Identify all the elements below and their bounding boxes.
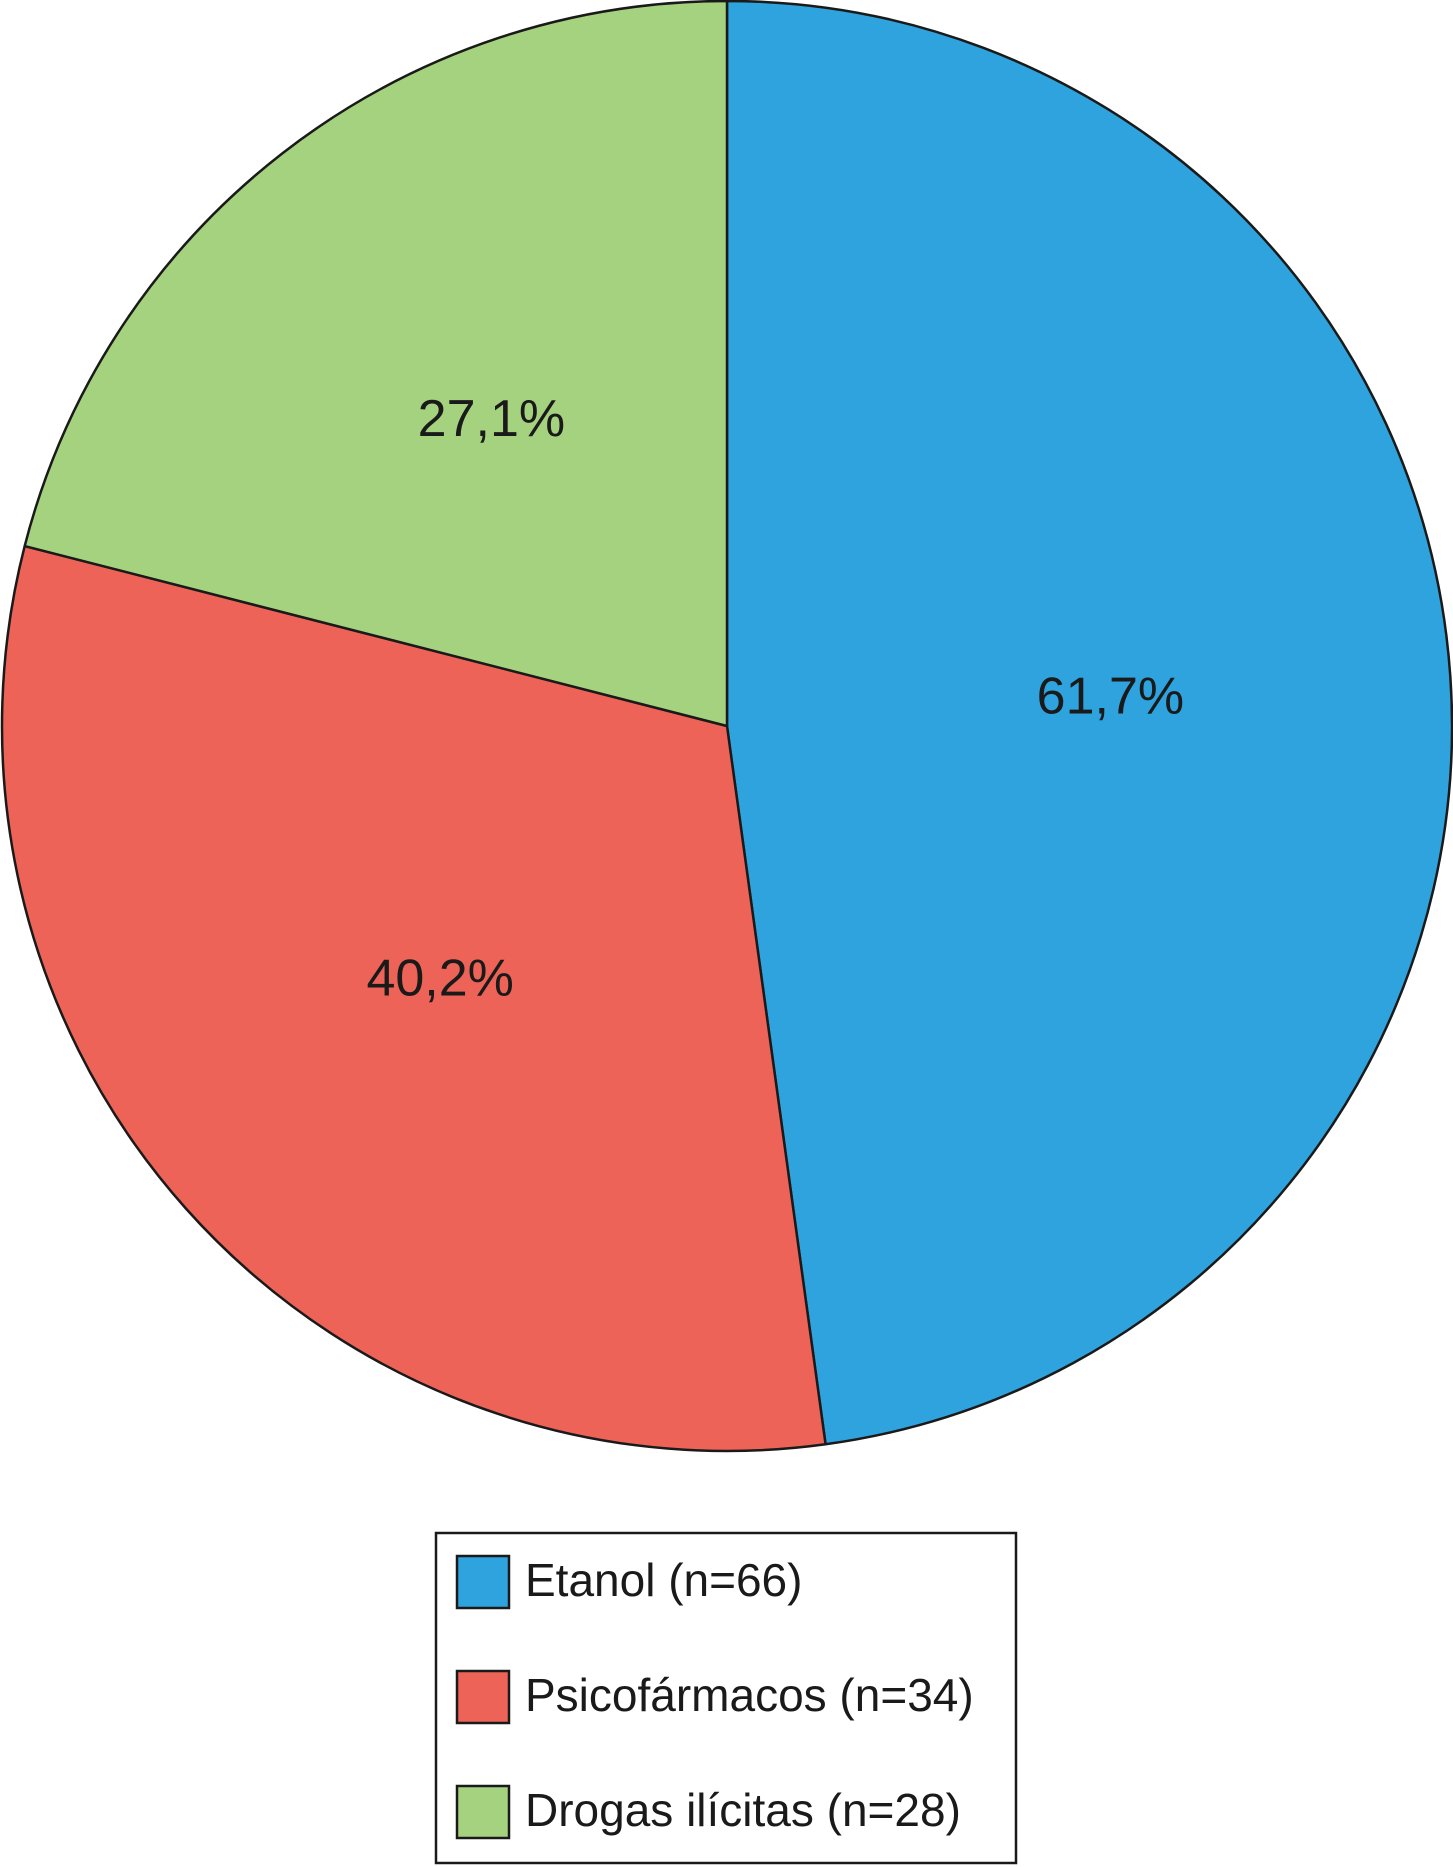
legend-swatch-0 [455,1554,511,1610]
legend-box [434,1531,1018,1865]
legend-label-2: Drogas ilícitas (n=28) [525,1784,961,1836]
legend-entries: Etanol (n=66) Psicofármacos (n=34) Drogas … [455,1554,974,1840]
pie-slice-2 [23,0,729,728]
legend-label-0: Etanol (n=66) [525,1554,802,1606]
legend-label-1: Psicofármacos (n=34) [525,1669,974,1721]
pie-slice-label-2: 27,1% [418,390,565,448]
legend-swatch-1 [455,1669,511,1725]
pie-slices [0,0,1453,1453]
pie-slice-label-1: 40,2% [366,949,513,1007]
pie-slice-0 [725,0,1453,1446]
pie-slice-label-0: 61,7% [1037,668,1184,726]
legend-swatch-2 [455,1784,511,1840]
legend: Etanol (n=66) Psicofármacos (n=34) Drogas … [434,1531,1018,1865]
pie-slice-labels: 61,7% 40,2% 27,1% [366,390,1184,1007]
pie-slice-1 [0,544,827,1453]
